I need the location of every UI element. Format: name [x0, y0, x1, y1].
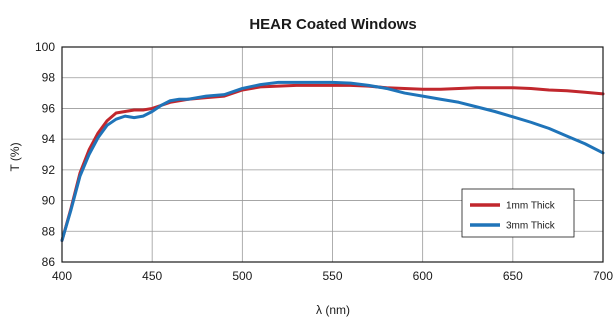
y-tick-label-100: 100	[35, 40, 55, 54]
x-tick-label-700: 700	[593, 269, 613, 283]
x-tick-label-400: 400	[52, 269, 72, 283]
legend: 1mm Thick 3mm Thick	[461, 188, 575, 238]
x-tick-label-550: 550	[322, 269, 342, 283]
legend-label-1mm: 1mm Thick	[506, 201, 556, 212]
y-axis-ticks: 86 88 90 92 94 96 98 100	[35, 40, 55, 269]
legend-label-3mm: 3mm Thick	[506, 221, 556, 232]
plot-frame	[61, 46, 604, 263]
y-tick-label-96: 96	[42, 101, 56, 115]
y-axis-label: T (%)	[8, 142, 22, 171]
series-layer	[60, 80, 605, 242]
x-axis-label: λ (nm)	[316, 303, 350, 317]
y-tick-label-86: 86	[42, 255, 56, 269]
series-line-3mm-thick	[60, 80, 605, 242]
y-tick-label-94: 94	[42, 132, 56, 146]
x-tick-label-450: 450	[142, 269, 162, 283]
y-tick-label-90: 90	[42, 194, 56, 208]
x-tick-label-650: 650	[503, 269, 523, 283]
chart-title: HEAR Coated Windows	[249, 16, 416, 33]
y-tick-label-92: 92	[42, 163, 56, 177]
series-line-1mm-thick	[60, 83, 605, 242]
x-tick-label-600: 600	[413, 269, 433, 283]
x-axis-ticks: 400 450 500 550 600 650 700	[52, 269, 613, 283]
y-tick-label-98: 98	[42, 71, 56, 85]
legend-box	[461, 188, 575, 238]
y-tick-label-88: 88	[42, 224, 56, 238]
x-tick-label-500: 500	[232, 269, 252, 283]
